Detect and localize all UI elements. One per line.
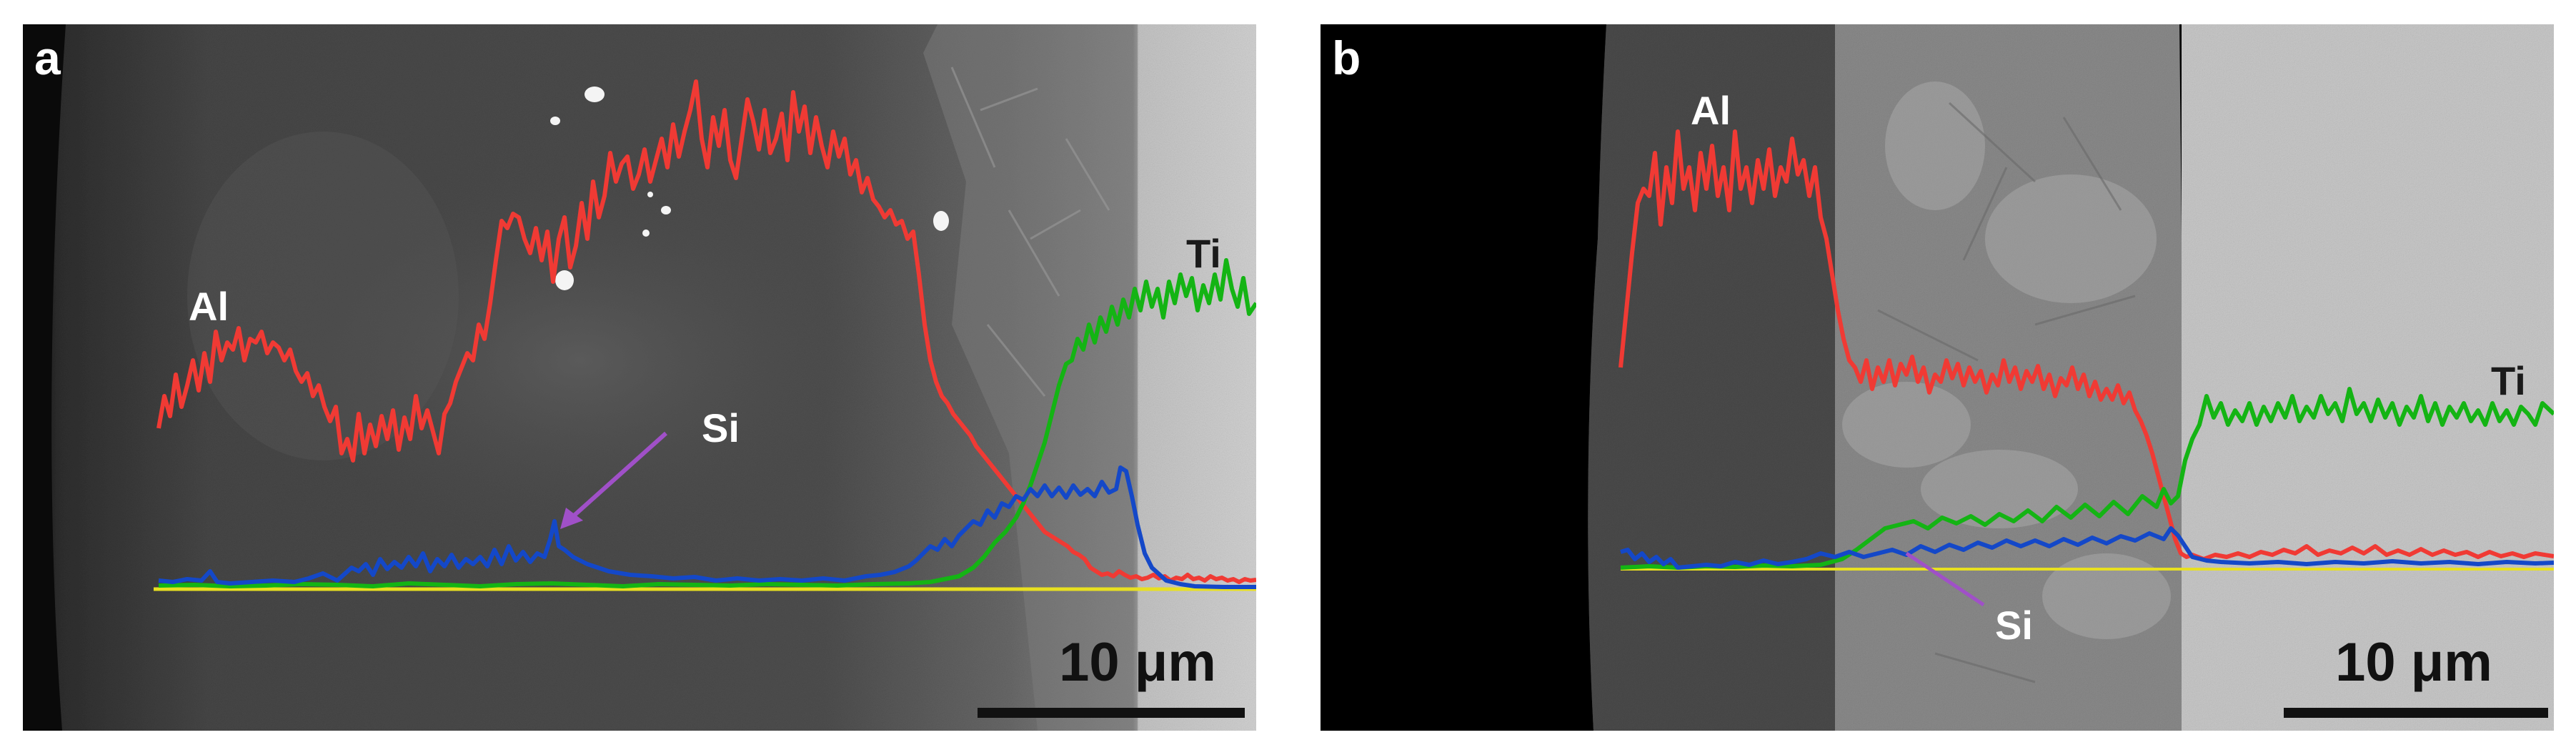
- ti-region-b: [2182, 24, 2554, 731]
- si-pointer-arrow-b: [1905, 551, 1985, 607]
- ti-linescan-b: [1620, 387, 2554, 570]
- panel-letter-a: a: [34, 31, 61, 84]
- grain-region-a: [280, 174, 880, 546]
- si-pointer-arrow-a: [570, 431, 667, 520]
- si-linescan-a: [158, 465, 1256, 589]
- reaction-boundaries-b: [1877, 102, 2136, 684]
- scale-bar-label-a: 10 μm: [1059, 632, 1216, 693]
- al-label-a: Al: [189, 284, 229, 329]
- ti-linescan-a: [158, 258, 1256, 588]
- sem-panel-a: Al Ti Si a 10 μm: [23, 24, 1256, 731]
- dendrites-a: [950, 66, 1110, 397]
- dark-edge-a: [23, 24, 66, 731]
- sem-image-b: Al Ti Si b 10 μm: [1321, 24, 2554, 731]
- al-linescan-a: [156, 79, 1256, 584]
- al-region-b: [1588, 24, 1835, 731]
- ti-label-a: Ti: [1186, 231, 1221, 276]
- sem-image-a: Al Ti Si a 10 μm: [23, 24, 1256, 731]
- scale-bar-label-b: 10 μm: [2335, 632, 2492, 693]
- grain-region-a2: [187, 132, 459, 460]
- si-linescan-b: [1620, 526, 2554, 570]
- bright-particles-a: [550, 87, 949, 290]
- ti-label-b: Ti: [2491, 358, 2526, 403]
- si-arrowhead-a: [560, 508, 583, 529]
- scale-bar-b: [2284, 708, 2548, 718]
- reaction-grains-b: [1842, 82, 2171, 639]
- sem-panel-b: Al Ti Si b 10 μm: [1321, 24, 2554, 731]
- si-label-a: Si: [702, 405, 740, 450]
- scale-bar-a: [978, 708, 1245, 718]
- panel-letter-b: b: [1332, 31, 1361, 84]
- al-label-b: Al: [1691, 88, 1731, 133]
- al-linescan-b: [1618, 129, 2554, 561]
- si-label-b: Si: [1995, 603, 2033, 648]
